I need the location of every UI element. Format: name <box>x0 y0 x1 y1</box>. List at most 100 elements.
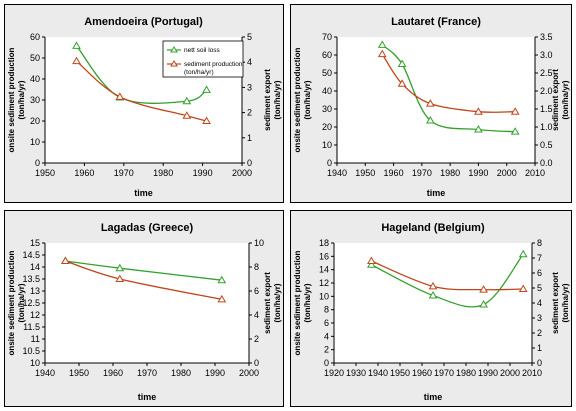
y-left-tick-label: 10 <box>30 358 40 368</box>
data-point-green <box>217 275 227 284</box>
y-right-tick-label: 8 <box>537 238 542 248</box>
y-left-tick-label: 13 <box>30 286 40 296</box>
data-point-green <box>115 263 125 272</box>
x-tick-label: 1920 <box>324 368 344 378</box>
y-left-tick-label: 11 <box>31 334 40 344</box>
data-point-orange <box>61 256 70 264</box>
y-right-tick-label: 1.0 <box>540 122 553 132</box>
x-tick-label: 1940 <box>368 368 388 378</box>
series-line-green <box>371 253 524 308</box>
y-left-tick-label: 4 <box>324 331 329 341</box>
y-left-axis-label-line: (ton/ha/yr) <box>17 80 26 119</box>
x-tick-label: 1940 <box>35 368 55 378</box>
legend-swatch-marker <box>170 46 178 53</box>
data-point-green <box>202 85 211 93</box>
y-right-tick-label: 2.0 <box>540 86 553 96</box>
data-point-orange <box>518 284 528 292</box>
y-left-tick-label: 30 <box>30 95 40 105</box>
data-point-orange <box>474 107 483 115</box>
data-point-orange <box>367 256 376 264</box>
y-right-axis-label-line: sediment export <box>551 272 560 334</box>
y-left-axis-label: onsite sediment production(ton/ha/yr) <box>7 47 26 152</box>
x-axis-label: time <box>138 392 157 402</box>
y-right-axis-label: sediment export(ton/ha/yr) <box>263 69 282 131</box>
y-right-axis-label-line: (ton/ha/yr) <box>273 283 282 322</box>
chart-panel-hageland: 1920 1930 1940 1950 1960 1970 1980 1990 2000 2010… <box>290 210 572 407</box>
y-right-tick-label: 3 <box>537 313 542 323</box>
x-tick-label: 1970 <box>434 368 454 378</box>
data-point-green <box>182 96 192 105</box>
data-point-orange <box>479 285 488 293</box>
y-left-tick-label: 20 <box>30 116 40 126</box>
y-right-axis-label-line: sediment export <box>551 69 560 131</box>
x-axis-label: time <box>134 188 153 198</box>
y-left-tick-label: 20 <box>322 122 332 132</box>
data-point-orange <box>217 294 227 303</box>
y-left-tick-label: 11.5 <box>23 322 40 332</box>
y-left-axis-label-line: onsite sediment production <box>293 250 302 355</box>
chart-panel-lautaret: 1940 1950 1960 1970 1980 1990 2000 2010 0 10 20 30 4… <box>290 4 572 203</box>
data-point-green <box>428 291 438 299</box>
y-left-axis-label: onsite sediment production(ton/ha/yr) <box>293 250 312 355</box>
y-right-tick-label: 0.0 <box>540 158 553 168</box>
y-left-tick-label: 15 <box>30 238 40 248</box>
y-right-axis-label-line: (ton/ha/yr) <box>273 80 282 119</box>
y-right-axis-label: sediment export(ton/ha/yr) <box>263 272 282 334</box>
data-point-green <box>479 300 488 308</box>
legend-entry-label-line: (ton/ha/yr) <box>184 69 214 76</box>
data-point-green <box>518 249 528 258</box>
x-tick-label: 2000 <box>232 168 252 178</box>
series-line-orange <box>65 260 222 301</box>
data-point-green <box>474 125 483 133</box>
y-right-tick-label: 3.5 <box>540 32 553 42</box>
y-right-tick-label: 0.5 <box>540 140 553 150</box>
y-right-tick-label: 1.5 <box>540 104 553 114</box>
y-right-tick-label: 4 <box>537 298 542 308</box>
x-tick-label: 1990 <box>193 168 213 178</box>
y-right-tick-label: 5 <box>247 32 252 42</box>
y-left-axis-label-line: onsite sediment production <box>7 250 16 355</box>
y-right-tick-label: 2.5 <box>540 68 553 78</box>
plot-area <box>337 37 535 163</box>
x-tick-label: 1980 <box>153 168 173 178</box>
y-left-tick-label: 12.5 <box>22 298 40 308</box>
x-tick-label: 1980 <box>171 368 191 378</box>
x-tick-label: 1980 <box>456 368 476 378</box>
legend-entry-label: sediment production (ton/ha/yr) <box>184 61 243 76</box>
y-left-tick-label: 2 <box>324 345 329 355</box>
y-left-axis-label: onsite sediment production(ton/ha/yr) <box>7 250 26 355</box>
y-left-tick-label: 60 <box>30 32 40 42</box>
y-left-axis-label: onsite sediment production(ton/ha/yr) <box>293 47 312 152</box>
y-left-tick-label: 16 <box>319 251 329 261</box>
data-point-orange <box>202 116 211 124</box>
x-tick-label: 1950 <box>69 368 89 378</box>
y-left-tick-label: 10 <box>30 137 40 147</box>
plot-area <box>45 243 249 363</box>
chart-title: Lagadas (Greece) <box>101 222 194 234</box>
y-right-axis-label: sediment export(ton/ha/yr) <box>551 272 570 334</box>
y-left-tick-label: 14 <box>30 262 40 272</box>
y-left-tick-label: 60 <box>322 50 332 60</box>
y-left-tick-label: 18 <box>319 238 329 248</box>
plot-area <box>334 243 532 363</box>
x-tick-label: 1950 <box>35 168 55 178</box>
chart-svg: 1940 1950 1960 1970 1980 1990 2000 10 10.5 11 11.5… <box>7 222 282 402</box>
x-tick-label: 1980 <box>440 168 460 178</box>
chart-svg: 1950 1960 1970 1980 1990 20000102030405060012… <box>7 16 282 198</box>
y-right-tick-label: 6 <box>254 286 259 296</box>
x-tick-label: 1940 <box>327 168 347 178</box>
y-right-tick-label: 5 <box>537 283 542 293</box>
y-right-axis-label-line: (ton/ha/yr) <box>561 80 570 119</box>
legend-entry-label-line: sediment production <box>184 61 243 68</box>
series-line-green <box>65 260 222 281</box>
data-point-orange <box>182 111 192 119</box>
y-left-tick-label: 50 <box>30 53 40 63</box>
y-left-tick-label: 70 <box>322 32 332 42</box>
y-left-tick-label: 14.5 <box>22 250 40 260</box>
y-left-tick-label: 40 <box>30 74 40 84</box>
x-tick-label: 1950 <box>355 168 375 178</box>
y-right-tick-label: 1 <box>537 343 542 353</box>
y-right-tick-label: 0 <box>254 358 259 368</box>
x-tick-label: 2010 <box>525 168 545 178</box>
